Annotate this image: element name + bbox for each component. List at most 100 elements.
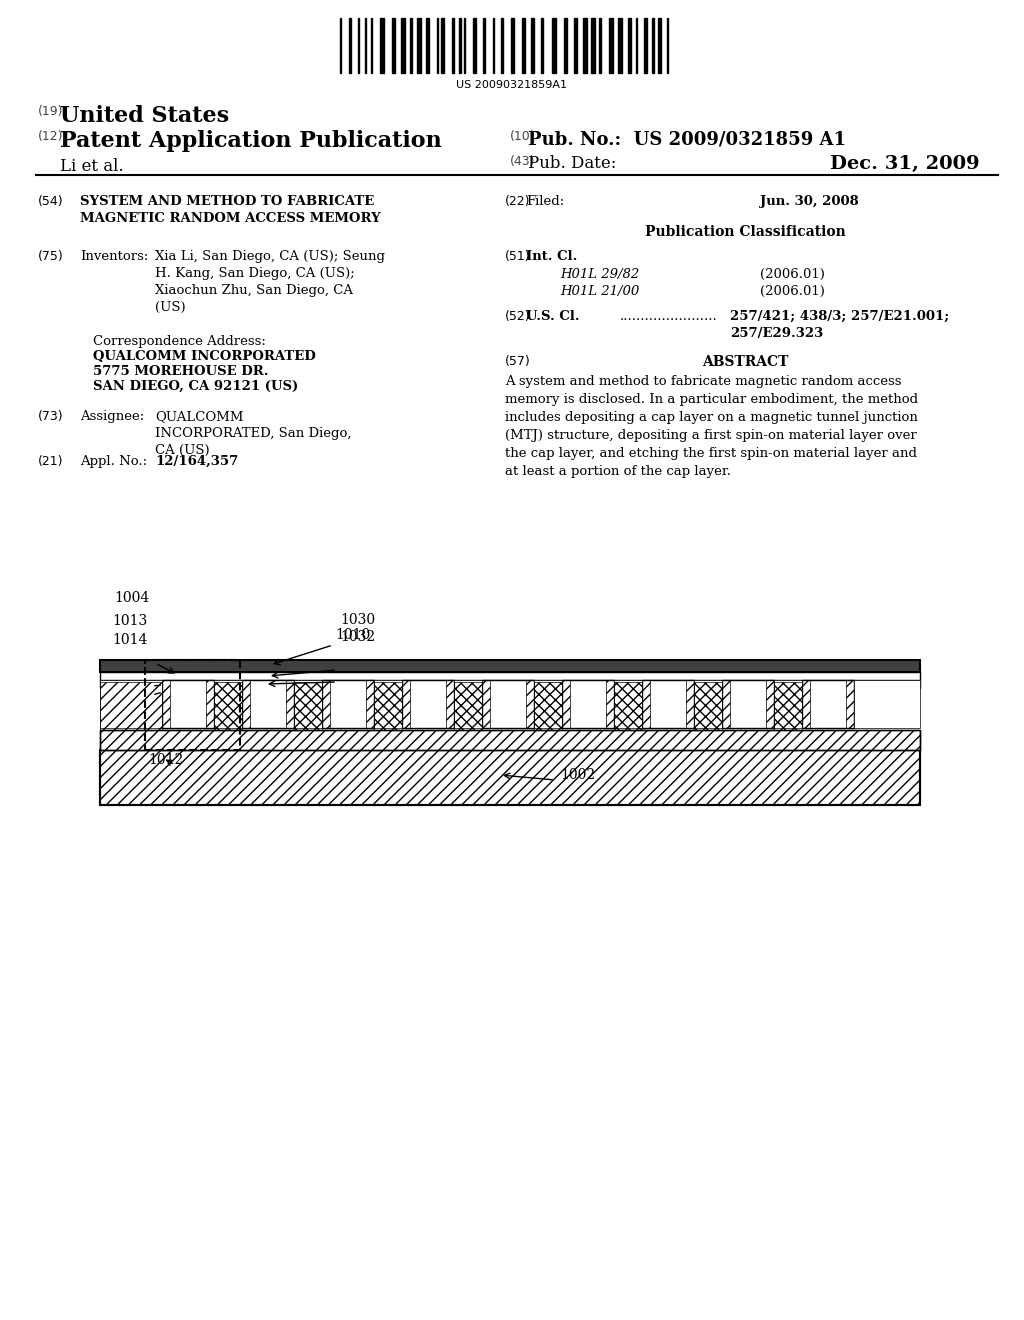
Bar bbox=[145, 660, 240, 750]
Text: Appl. No.:: Appl. No.: bbox=[80, 455, 147, 469]
Bar bbox=[774, 680, 802, 729]
Bar bbox=[591, 18, 595, 73]
Bar bbox=[562, 680, 614, 729]
Text: 1012: 1012 bbox=[148, 752, 183, 767]
Text: 1010: 1010 bbox=[335, 628, 371, 642]
Bar bbox=[628, 18, 631, 73]
Bar bbox=[652, 18, 654, 73]
Bar bbox=[100, 682, 162, 730]
Bar bbox=[100, 680, 920, 688]
Text: H01L 21/00: H01L 21/00 bbox=[560, 285, 639, 298]
Bar bbox=[562, 680, 570, 729]
Bar bbox=[694, 682, 722, 730]
Bar bbox=[534, 682, 562, 730]
Text: (75): (75) bbox=[38, 249, 63, 263]
Text: 5775 MOREHOUSE DR.: 5775 MOREHOUSE DR. bbox=[93, 366, 268, 378]
Bar bbox=[774, 682, 802, 730]
Bar bbox=[766, 680, 774, 729]
Text: US 20090321859A1: US 20090321859A1 bbox=[457, 81, 567, 90]
Bar bbox=[541, 18, 543, 73]
Bar bbox=[552, 18, 556, 73]
Bar bbox=[454, 680, 482, 729]
Bar bbox=[322, 680, 330, 729]
Bar bbox=[473, 18, 476, 73]
Bar bbox=[294, 680, 322, 729]
Bar bbox=[599, 18, 601, 73]
Text: (2006.01): (2006.01) bbox=[760, 268, 825, 281]
Bar bbox=[162, 680, 214, 729]
Bar bbox=[658, 18, 662, 73]
Bar bbox=[564, 18, 567, 73]
Bar bbox=[100, 750, 920, 805]
Bar bbox=[349, 18, 351, 73]
Bar bbox=[526, 680, 534, 729]
Bar bbox=[410, 18, 412, 73]
Bar bbox=[642, 680, 650, 729]
Bar bbox=[614, 680, 642, 729]
Bar bbox=[606, 680, 614, 729]
Bar bbox=[614, 682, 642, 730]
Text: ABSTRACT: ABSTRACT bbox=[701, 355, 788, 370]
Text: SAN DIEGO, CA 92121 (US): SAN DIEGO, CA 92121 (US) bbox=[93, 380, 298, 393]
Text: Li et al.: Li et al. bbox=[60, 158, 124, 176]
Text: (52): (52) bbox=[505, 310, 530, 323]
Text: (19): (19) bbox=[38, 106, 63, 117]
Bar bbox=[242, 680, 294, 729]
Bar bbox=[501, 18, 503, 73]
Text: Xia Li, San Diego, CA (US); Seung
H. Kang, San Diego, CA (US);
Xiaochun Zhu, San: Xia Li, San Diego, CA (US); Seung H. Kan… bbox=[155, 249, 385, 314]
Text: 1032: 1032 bbox=[340, 630, 375, 644]
Text: 1004: 1004 bbox=[115, 591, 150, 605]
Bar bbox=[242, 680, 250, 729]
Bar bbox=[511, 18, 514, 73]
Bar bbox=[609, 18, 613, 73]
Bar bbox=[380, 18, 384, 73]
Text: (43): (43) bbox=[510, 154, 536, 168]
Text: 1002: 1002 bbox=[560, 768, 595, 781]
Bar bbox=[401, 18, 406, 73]
Text: (51): (51) bbox=[505, 249, 530, 263]
Bar bbox=[417, 18, 421, 73]
Bar bbox=[722, 680, 730, 729]
Bar bbox=[802, 680, 810, 729]
Bar bbox=[454, 682, 482, 730]
Bar bbox=[722, 680, 774, 729]
Bar bbox=[294, 682, 322, 730]
Text: .......................: ....................... bbox=[620, 310, 718, 323]
Text: 12/164,357: 12/164,357 bbox=[155, 455, 239, 469]
Text: (54): (54) bbox=[38, 195, 63, 209]
Bar bbox=[206, 680, 214, 729]
Text: SYSTEM AND METHOD TO FABRICATE
MAGNETIC RANDOM ACCESS MEMORY: SYSTEM AND METHOD TO FABRICATE MAGNETIC … bbox=[80, 195, 381, 224]
Bar bbox=[374, 680, 402, 729]
Bar bbox=[214, 680, 242, 729]
Bar bbox=[441, 18, 444, 73]
Text: (73): (73) bbox=[38, 411, 63, 422]
Text: 1013: 1013 bbox=[113, 614, 148, 628]
Bar bbox=[618, 18, 622, 73]
Text: Pub. No.:  US 2009/0321859 A1: Pub. No.: US 2009/0321859 A1 bbox=[528, 129, 846, 148]
Bar bbox=[802, 680, 854, 729]
Bar bbox=[322, 680, 374, 729]
Text: 257/E29.323: 257/E29.323 bbox=[730, 327, 823, 341]
Text: (12): (12) bbox=[38, 129, 63, 143]
Bar bbox=[644, 18, 647, 73]
Text: QUALCOMM INCORPORATED: QUALCOMM INCORPORATED bbox=[93, 350, 315, 363]
Text: Inventors:: Inventors: bbox=[80, 249, 148, 263]
Bar bbox=[402, 680, 410, 729]
Bar bbox=[574, 18, 577, 73]
Bar bbox=[694, 680, 722, 729]
Text: (2006.01): (2006.01) bbox=[760, 285, 825, 298]
Bar bbox=[459, 18, 461, 73]
Bar bbox=[534, 680, 562, 729]
Text: Jun. 30, 2008: Jun. 30, 2008 bbox=[760, 195, 859, 209]
Bar bbox=[392, 18, 395, 73]
Text: Filed:: Filed: bbox=[526, 195, 564, 209]
Bar bbox=[483, 18, 485, 73]
Bar bbox=[446, 680, 454, 729]
Text: (57): (57) bbox=[505, 355, 530, 368]
Text: (21): (21) bbox=[38, 455, 63, 469]
Bar bbox=[100, 680, 162, 729]
Text: Correspondence Address:: Correspondence Address: bbox=[93, 335, 266, 348]
Bar bbox=[402, 680, 454, 729]
Bar bbox=[100, 730, 920, 750]
Text: Dec. 31, 2009: Dec. 31, 2009 bbox=[830, 154, 980, 173]
